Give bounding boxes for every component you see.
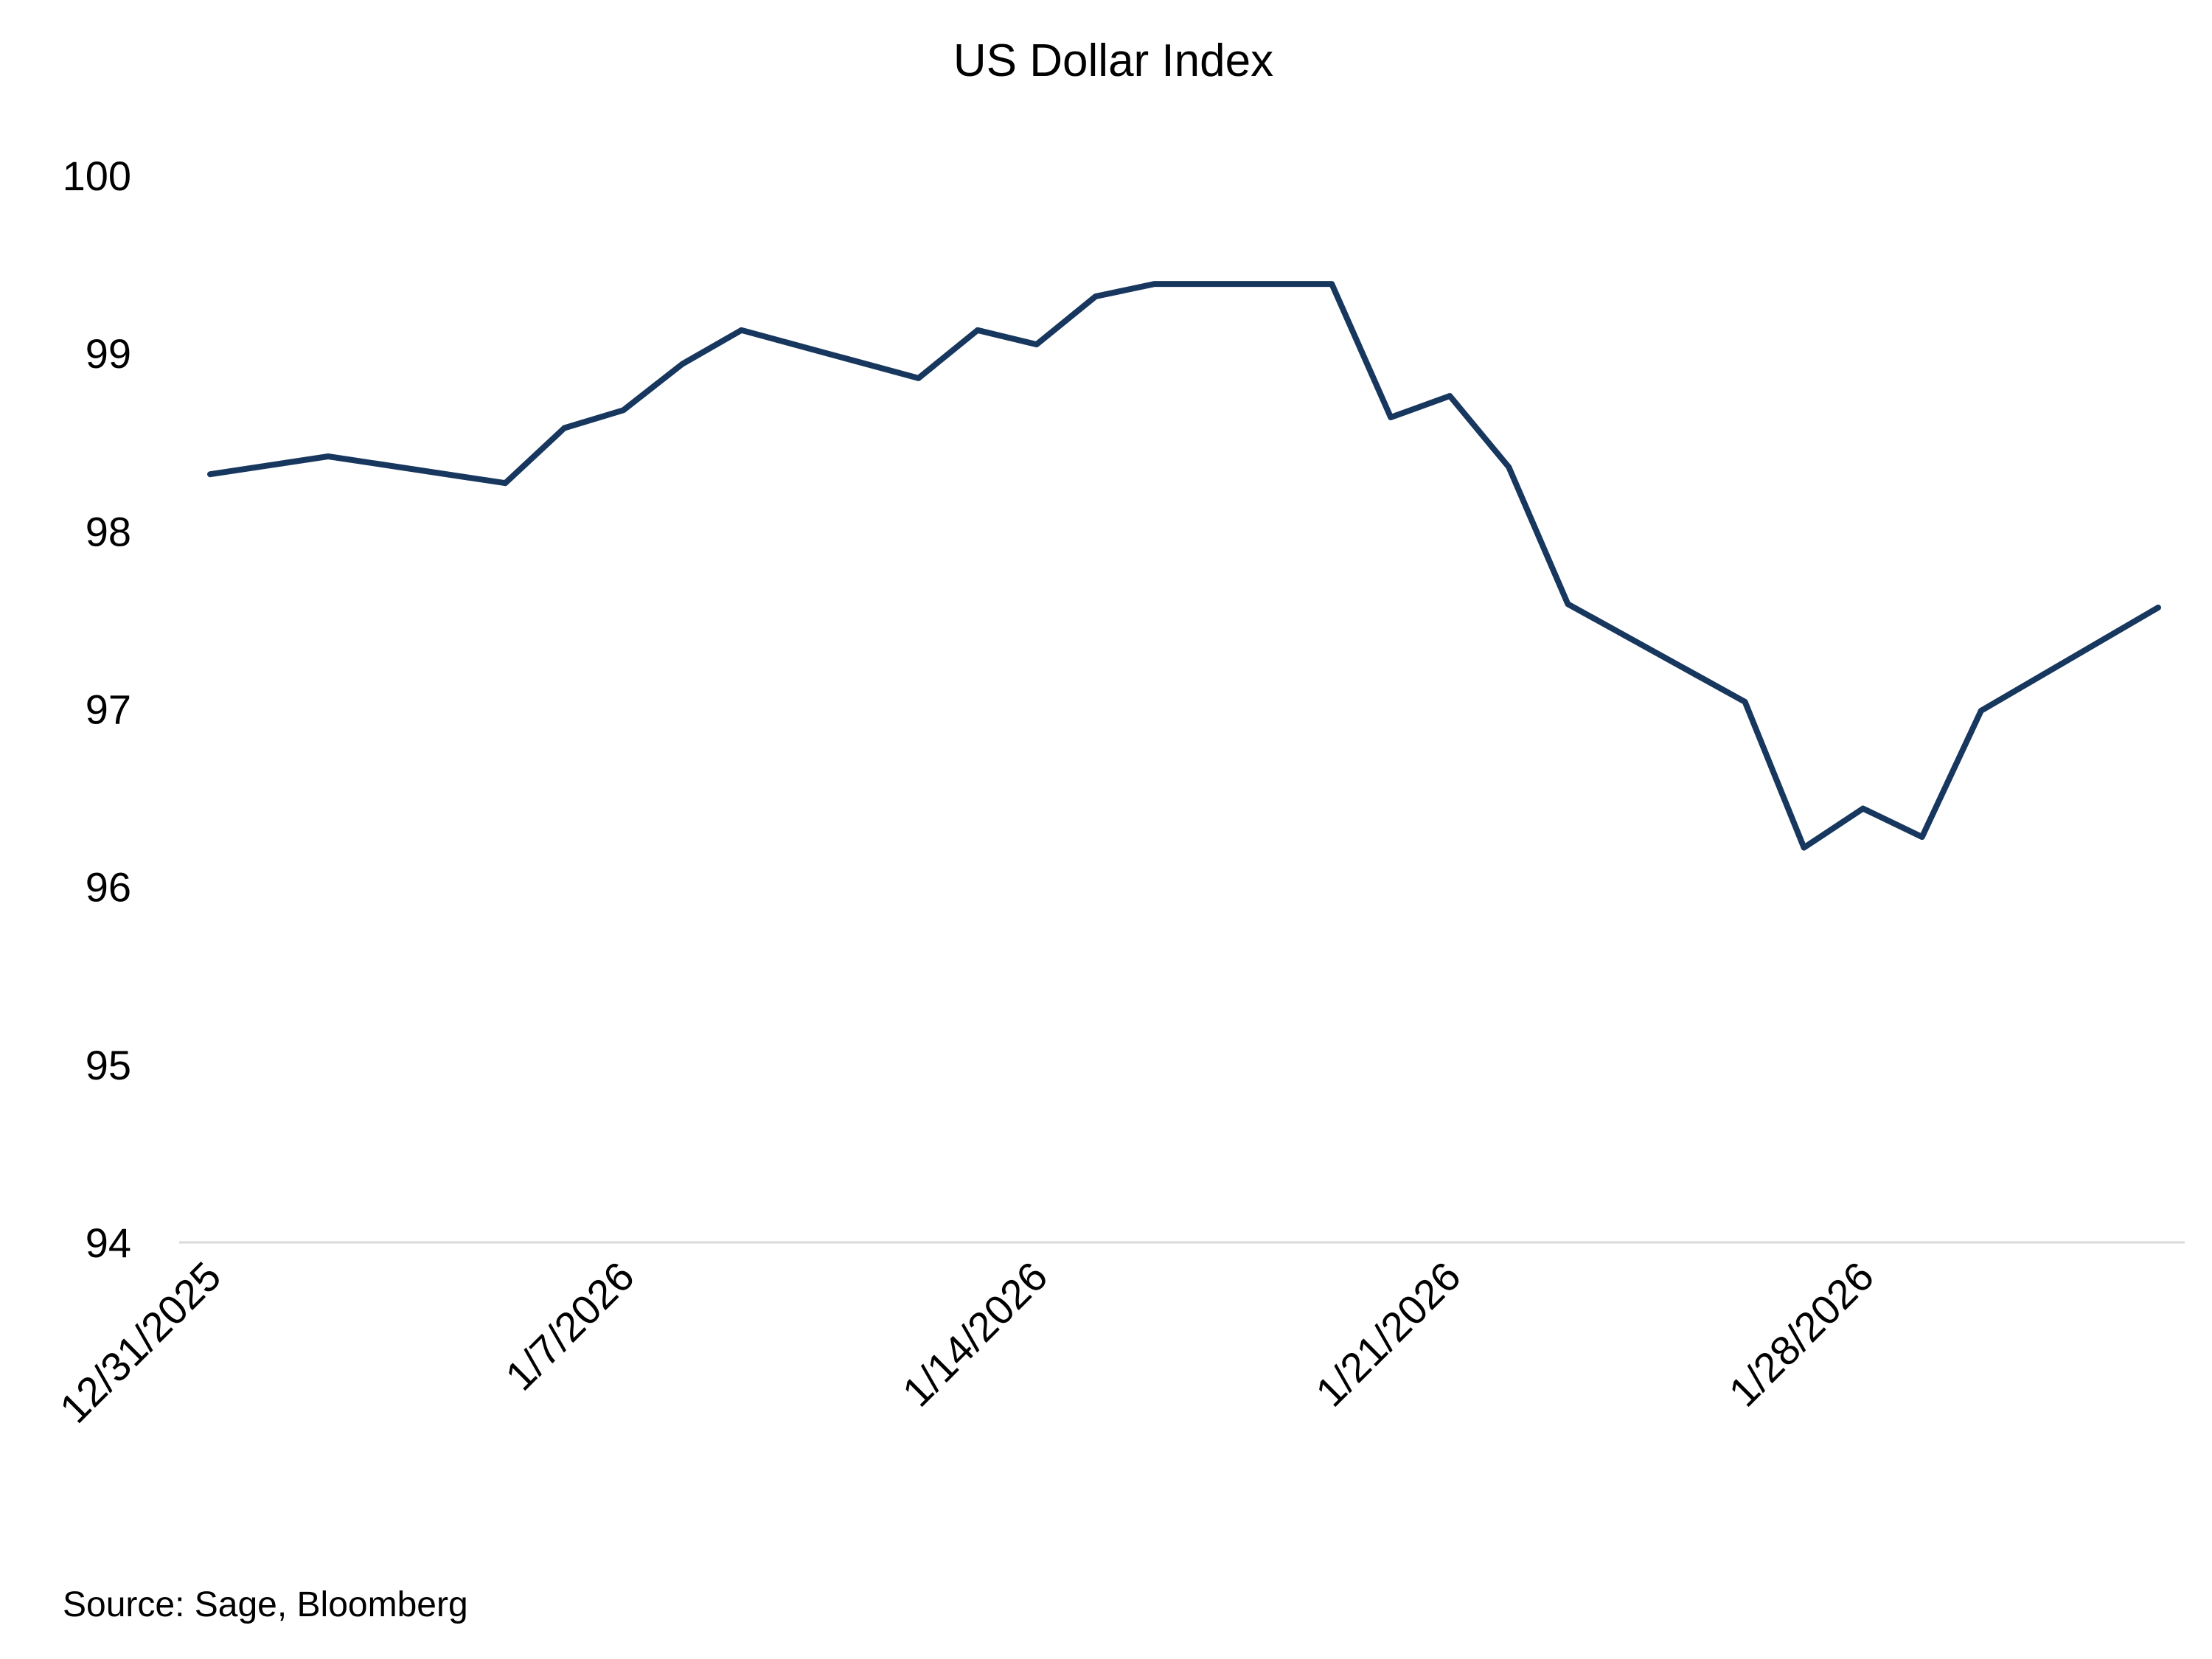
data-point — [325, 453, 331, 459]
data-point — [1565, 601, 1571, 607]
data-point — [1742, 699, 1748, 705]
y-tick-label: 96 — [86, 864, 131, 911]
y-tick-label: 98 — [86, 508, 131, 554]
chart-title: US Dollar Index — [953, 35, 1273, 86]
data-point — [1860, 806, 1866, 812]
data-point — [916, 375, 922, 381]
x-tick-label: 12/31/2025 — [51, 1253, 230, 1432]
data-point — [680, 361, 686, 367]
y-axis-ticks: 94 95 96 97 98 99 100 — [63, 153, 131, 1266]
x-tick-label: 1/28/2026 — [1719, 1253, 1882, 1416]
data-point — [1034, 341, 1040, 347]
series-layer — [207, 281, 2161, 851]
x-tick-label: 1/7/2026 — [496, 1253, 643, 1399]
series-line — [207, 281, 2161, 851]
data-point — [975, 327, 981, 333]
data-point — [620, 407, 626, 413]
source-note: Source: Sage, Bloomberg — [63, 1585, 468, 1624]
x-tick-label: 1/14/2026 — [894, 1253, 1057, 1416]
y-tick-label: 94 — [86, 1220, 131, 1266]
data-point — [1506, 465, 1512, 470]
data-point — [1801, 845, 1807, 851]
data-point — [739, 327, 745, 333]
data-point — [1152, 281, 1158, 287]
y-tick-label: 95 — [86, 1042, 131, 1088]
data-point — [1329, 281, 1335, 287]
data-point — [1919, 834, 1925, 840]
data-point — [1978, 708, 1984, 714]
y-tick-label: 97 — [86, 686, 131, 733]
data-point — [502, 480, 508, 486]
data-point — [1388, 414, 1394, 420]
y-tick-label: 99 — [86, 330, 131, 377]
data-point — [2155, 605, 2161, 611]
x-axis-ticks: 12/31/2025 1/7/2026 1/14/2026 1/21/2026 1/28… — [51, 1253, 1882, 1432]
x-tick-label: 1/21/2026 — [1307, 1253, 1470, 1416]
y-tick-label: 100 — [63, 153, 131, 199]
data-point — [1447, 393, 1453, 399]
data-point — [207, 471, 213, 477]
data-point — [1093, 293, 1099, 299]
data-point — [561, 425, 567, 431]
